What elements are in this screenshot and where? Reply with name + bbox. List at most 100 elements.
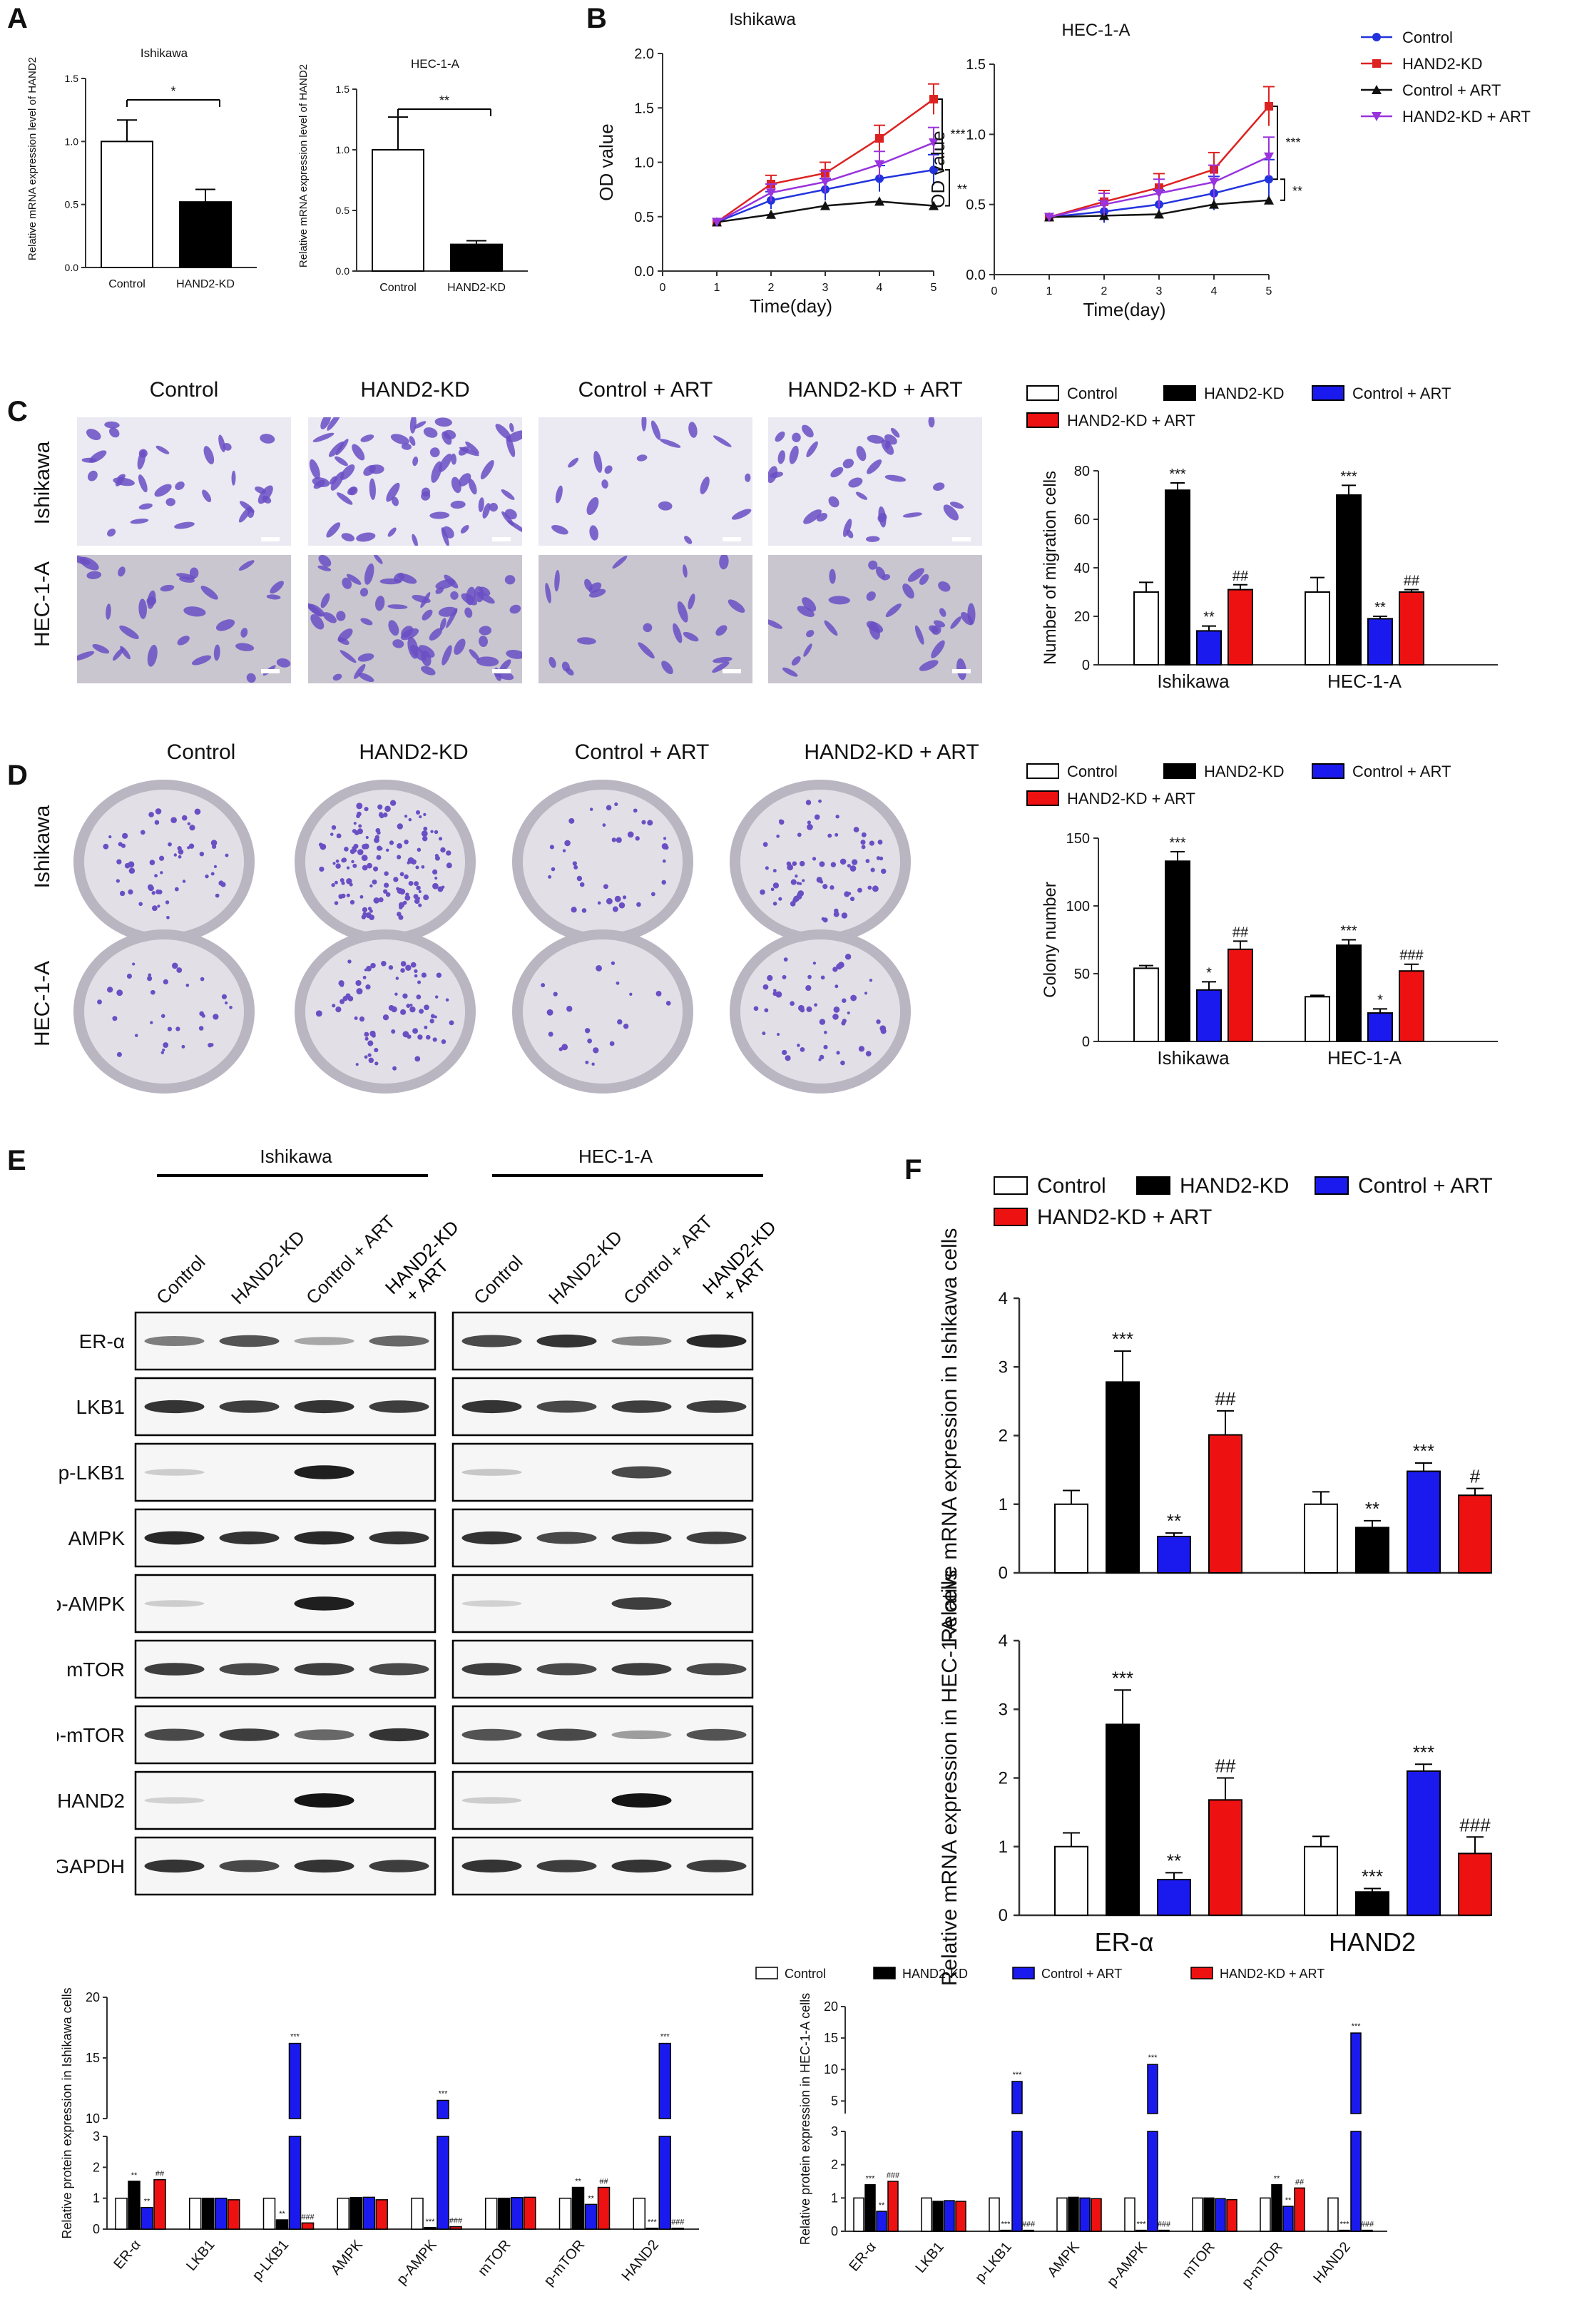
x-tick-label: Control: [108, 278, 146, 290]
x-axis-label: Time(day): [750, 295, 832, 317]
colony: [416, 994, 422, 999]
stained-cell: [386, 482, 400, 502]
colony-plate: [73, 780, 255, 944]
protein-band: [219, 1860, 280, 1872]
stained-cell: [797, 606, 815, 617]
sig-bracket: [1273, 106, 1278, 180]
colony: [389, 800, 397, 806]
panel-letter-d: D: [7, 760, 28, 791]
stained-cell: [806, 630, 815, 638]
migration-micrograph: [308, 417, 522, 546]
stained-cell: [77, 651, 95, 661]
colony: [332, 862, 336, 865]
y-axis-label: Number of migration cells: [1041, 471, 1060, 665]
protein-band: [536, 1400, 597, 1413]
colony: [374, 1061, 379, 1066]
colony: [446, 850, 451, 856]
data-point: [1265, 102, 1273, 111]
colony: [823, 1044, 828, 1050]
colony: [346, 866, 350, 870]
stained-cell: [868, 560, 878, 570]
row-label: Ishikawa: [31, 441, 54, 525]
colony: [397, 887, 403, 895]
colony-plate: [730, 929, 911, 1094]
y-tick-label: 1: [93, 2191, 100, 2206]
colony: [347, 996, 354, 1002]
colony: [581, 908, 587, 913]
colony: [319, 866, 325, 872]
colony: [432, 882, 439, 890]
stained-cell: [555, 485, 563, 504]
group-label: Ishikawa: [260, 1146, 332, 1167]
stained-cell: [312, 477, 330, 487]
legend-label: Control: [1037, 1174, 1106, 1198]
y-tick-label: 2: [999, 1427, 1008, 1446]
colony: [797, 1004, 805, 1011]
bar: [1304, 1845, 1338, 1916]
colony: [408, 817, 412, 822]
colony: [611, 837, 616, 842]
stained-cell: [454, 638, 466, 655]
protein-band: [461, 1335, 522, 1347]
protein-band: [461, 1797, 522, 1804]
sig-label: ***: [1340, 469, 1357, 484]
stained-cell: [412, 594, 431, 603]
colony: [103, 843, 109, 850]
stained-cell: [914, 625, 924, 645]
y-tick-label: 0: [1082, 1034, 1090, 1050]
colony: [170, 817, 177, 823]
colony: [424, 1025, 428, 1029]
x-tick-label: Control: [379, 282, 417, 294]
colony: [397, 912, 402, 917]
y-tick-label: 15: [824, 2031, 838, 2045]
bar: [375, 2199, 388, 2230]
stained-cell: [409, 436, 416, 447]
bar: [1208, 1799, 1242, 1916]
colony: [394, 992, 398, 996]
y-tick-label: 0.0: [65, 262, 79, 273]
legend-swatch: [873, 1967, 896, 1979]
stained-cell: [213, 644, 220, 661]
stained-cell: [468, 479, 477, 495]
colony: [819, 1019, 826, 1025]
colony: [417, 897, 421, 900]
stained-cell: [856, 446, 867, 462]
colony: [655, 990, 662, 997]
bar: [1054, 1845, 1088, 1916]
migration-micrograph: [539, 417, 752, 546]
stained-cell: [160, 584, 175, 592]
stained-cell: [409, 645, 427, 661]
colony: [185, 983, 190, 987]
colony: [853, 827, 859, 832]
sig-label: *: [1377, 992, 1383, 1008]
stained-cell: [715, 625, 728, 636]
colony: [151, 905, 158, 912]
colony: [837, 962, 844, 969]
scale-bar: [261, 537, 280, 541]
stained-cell: [107, 529, 116, 537]
colony: [367, 1040, 374, 1046]
stained-cell: [387, 527, 397, 537]
bar: [1271, 2183, 1282, 2232]
stained-cell: [246, 673, 256, 683]
scale-bar: [723, 669, 741, 673]
stained-cell: [682, 564, 688, 578]
colony: [865, 1051, 872, 1057]
stained-cell: [480, 460, 494, 479]
colony: [414, 898, 420, 904]
colony: [548, 1031, 553, 1037]
colony: [445, 998, 449, 1002]
stained-cell: [451, 476, 461, 494]
colony: [165, 900, 170, 904]
colony: [210, 1043, 214, 1047]
bar: [115, 2197, 128, 2230]
colony: [879, 1025, 887, 1032]
legend-swatch: [1012, 1967, 1035, 1979]
migration-micrograph: [768, 417, 982, 546]
y-tick-label: 0: [831, 2224, 838, 2238]
bar-low-segment: [658, 2136, 671, 2230]
colony: [650, 892, 655, 897]
stained-cell: [967, 603, 976, 625]
colony: [440, 847, 446, 853]
stained-cell: [429, 511, 450, 519]
